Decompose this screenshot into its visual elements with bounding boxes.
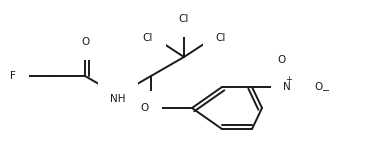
Text: Cl: Cl [179,14,189,24]
Text: Cl: Cl [143,33,153,43]
Text: O: O [81,37,89,47]
Text: NH: NH [110,94,126,104]
Text: O: O [278,55,286,65]
Text: Cl: Cl [215,33,225,43]
Text: N: N [283,82,291,92]
Text: O: O [141,103,149,113]
Text: +: + [285,75,292,85]
Text: O: O [314,82,322,92]
Text: F: F [10,71,16,81]
Text: −: − [322,86,330,96]
